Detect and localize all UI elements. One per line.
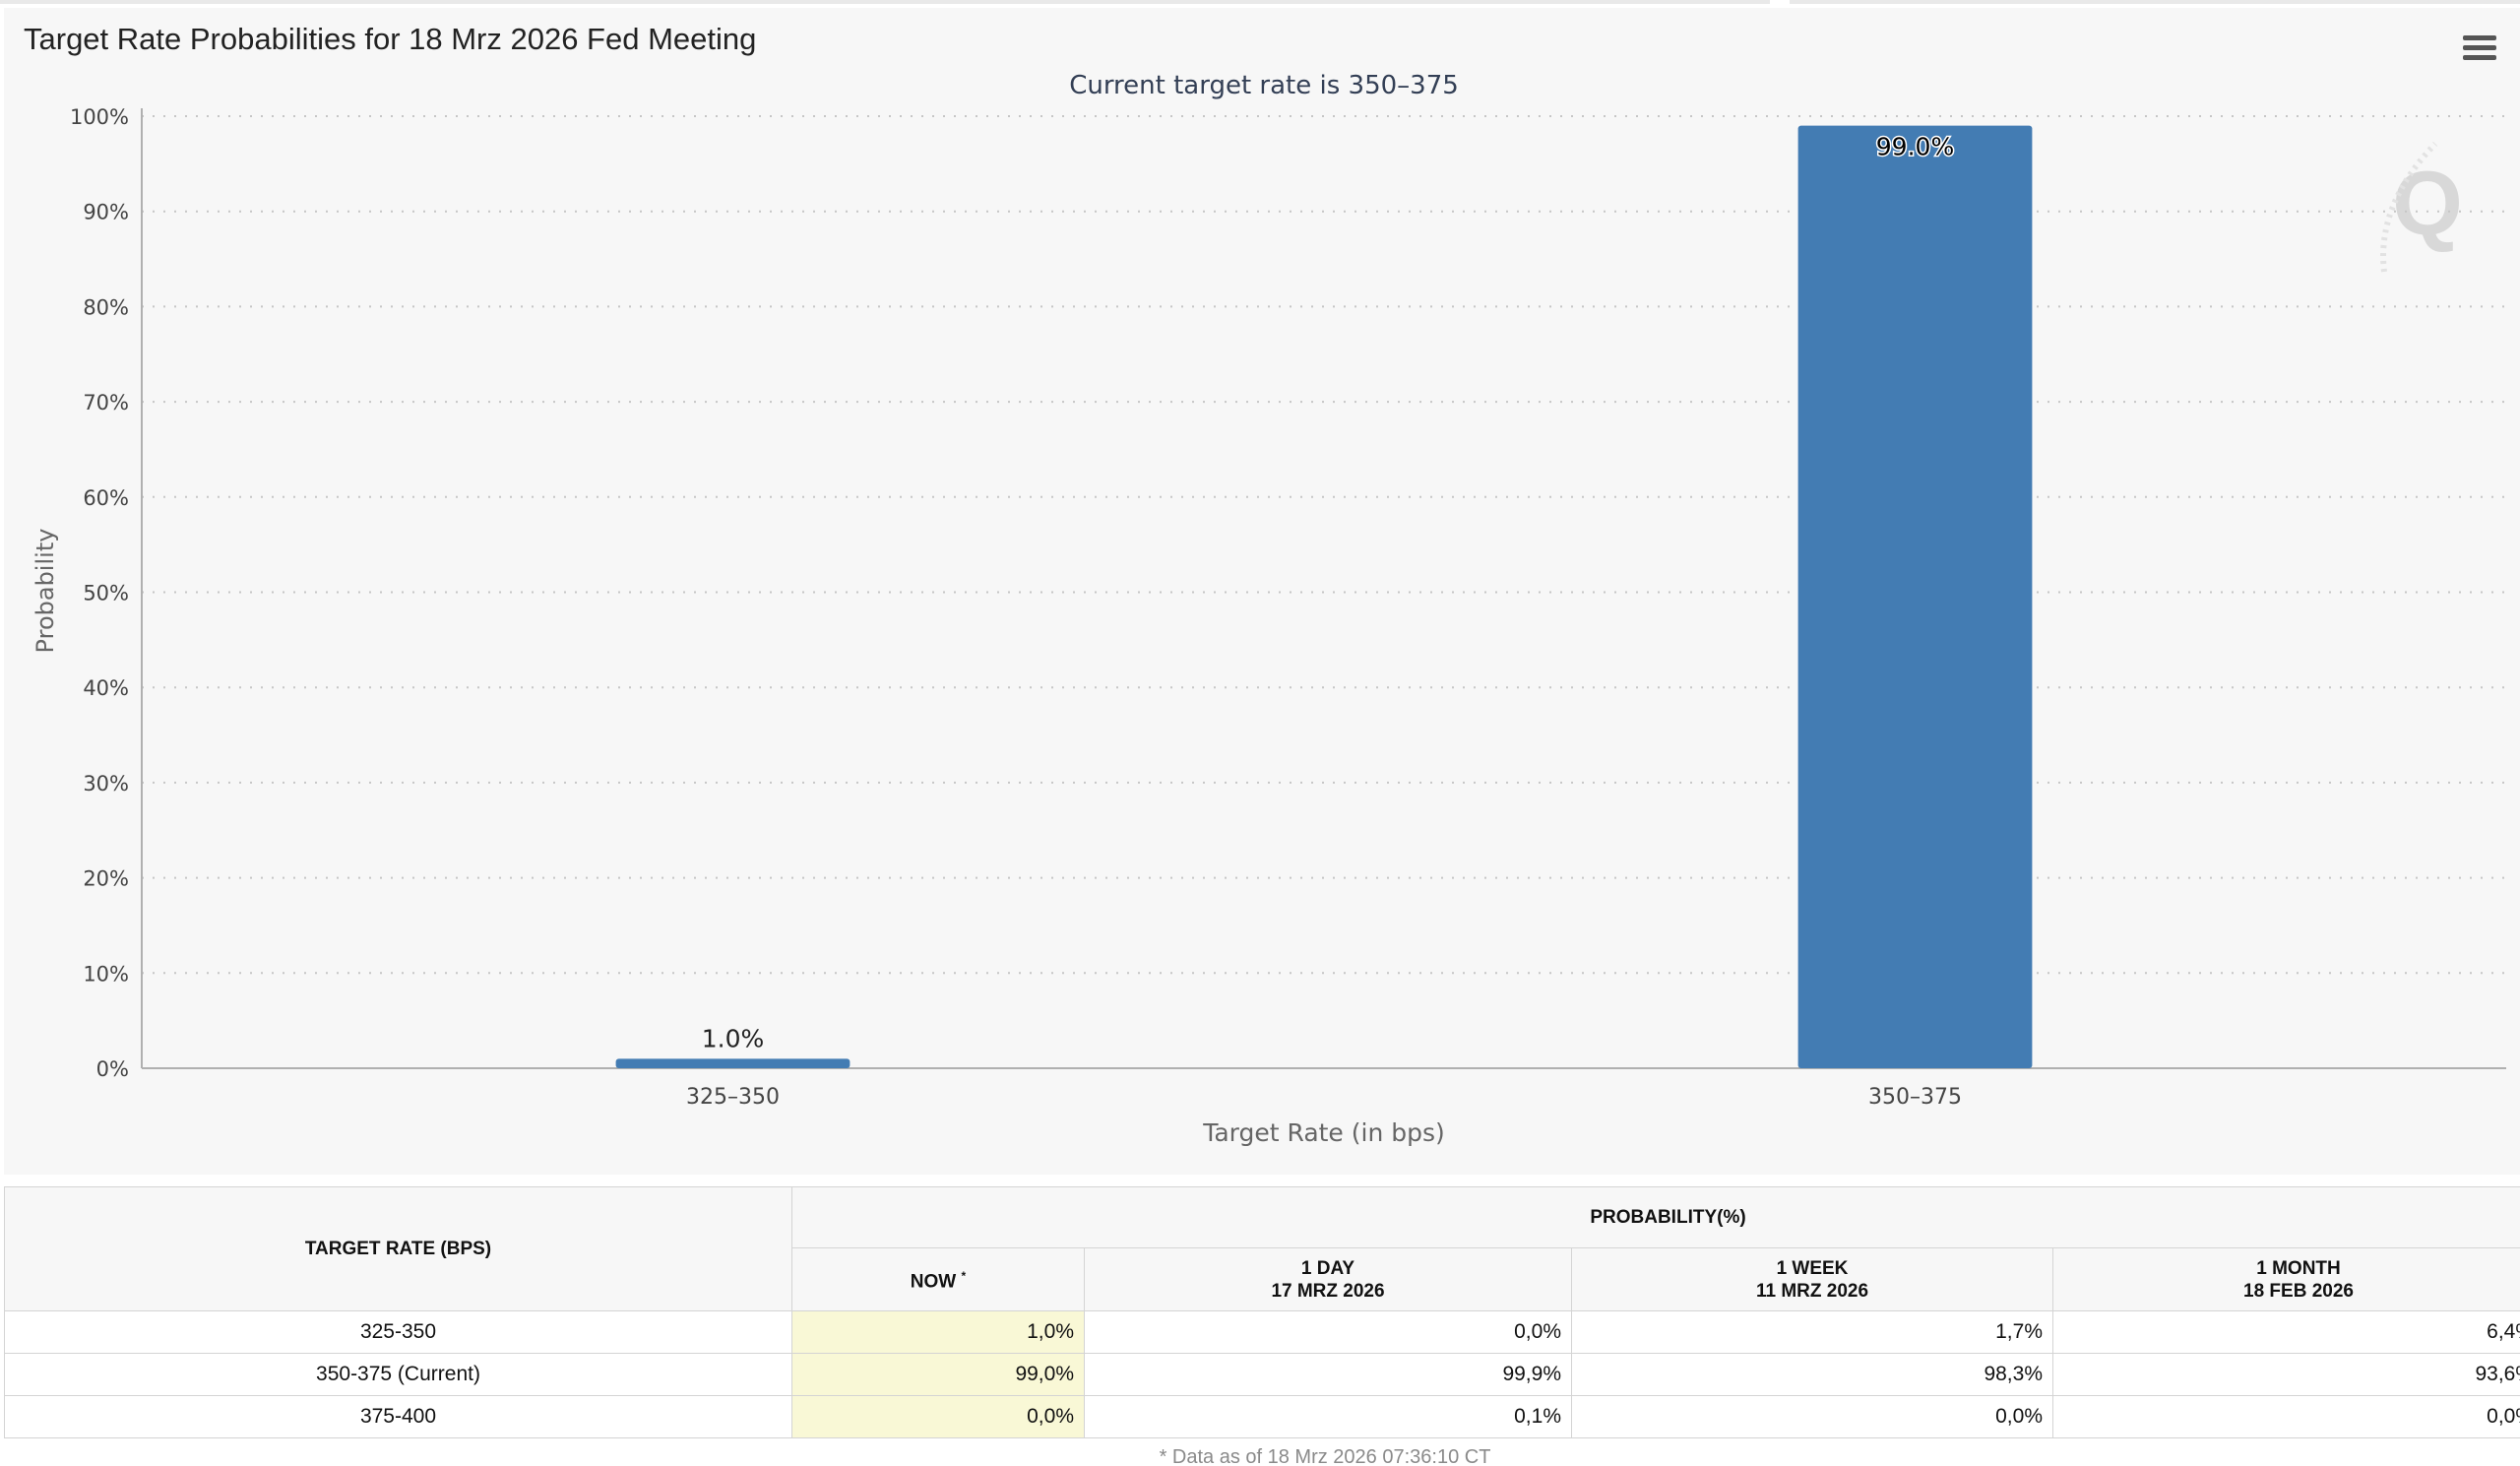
cell-1-month: 6,4% xyxy=(2051,1310,2520,1354)
y-tick-label: 20% xyxy=(83,867,129,891)
y-tick-label: 90% xyxy=(83,201,129,224)
probability-bar-chart: Current target rate is 350–375 Probabili… xyxy=(32,71,2506,1147)
y-axis-label: Probability xyxy=(32,529,59,654)
y-tick-label: 100% xyxy=(70,105,129,129)
header-1-week: 1 WEEK 11 MRZ 2026 xyxy=(1571,1247,2053,1311)
x-tick-label: 350–375 xyxy=(1868,1085,1962,1110)
data-label: 99.0% xyxy=(1876,133,1954,161)
hamburger-menu-icon[interactable] xyxy=(2463,35,2498,65)
cell-1-day: 99,9% xyxy=(1084,1353,1572,1396)
header-now: NOW * xyxy=(791,1247,1085,1311)
y-tick-label: 40% xyxy=(83,676,129,700)
y-tick-label: 80% xyxy=(83,295,129,319)
svg-text:Q: Q xyxy=(2392,154,2463,254)
cell-rate: 350-375 (Current) xyxy=(4,1353,792,1396)
y-tick-label: 10% xyxy=(83,962,129,986)
y-tick-label: 70% xyxy=(83,391,129,414)
data-timestamp-footnote: * Data as of 18 Mrz 2026 07:36:10 CT xyxy=(1159,1446,1491,1466)
cell-1-week: 1,7% xyxy=(1571,1310,2053,1354)
header-1-month: 1 MONTH 18 FEB 2026 xyxy=(2051,1247,2520,1311)
cell-now: 1,0% xyxy=(791,1310,1085,1354)
y-tick-label: 50% xyxy=(83,582,129,606)
cell-rate: 375-400 xyxy=(4,1395,792,1438)
y-tick-label: 0% xyxy=(96,1057,129,1081)
table-row: 350-375 (Current) 99,0% 99,9% 98,3% 93,6… xyxy=(4,1353,2520,1396)
bar[interactable] xyxy=(615,1058,850,1068)
probability-table: TARGET RATE (BPS) PROBABILITY(%) NOW * 1… xyxy=(4,1186,2520,1438)
cell-1-day: 0,0% xyxy=(1084,1310,1572,1354)
probability-table-container: TARGET RATE (BPS) PROBABILITY(%) NOW * 1… xyxy=(4,1186,2520,1466)
chart-subtitle: Current target rate is 350–375 xyxy=(1069,71,1459,100)
cell-1-week: 0,0% xyxy=(1571,1395,2053,1438)
cell-1-month: 0,0% xyxy=(2051,1395,2520,1438)
data-label: 1.0% xyxy=(702,1024,765,1052)
cell-1-week: 98,3% xyxy=(1571,1353,2053,1396)
cell-1-month: 93,6% xyxy=(2051,1353,2520,1396)
y-tick-label: 60% xyxy=(83,486,129,510)
header-1-day: 1 DAY 17 MRZ 2026 xyxy=(1084,1247,1572,1311)
cell-now: 99,0% xyxy=(791,1353,1085,1396)
table-row: 325-350 1,0% 0,0% 1,7% 6,4% xyxy=(4,1310,2520,1354)
cell-rate: 325-350 xyxy=(4,1310,792,1354)
table-row: 375-400 0,0% 0,1% 0,0% 0,0% xyxy=(4,1395,2520,1438)
bar[interactable] xyxy=(1797,125,2033,1069)
header-target-rate: TARGET RATE (BPS) xyxy=(4,1186,792,1311)
chart-title: Target Rate Probabilities for 18 Mrz 202… xyxy=(24,22,757,56)
y-tick-label: 30% xyxy=(83,772,129,796)
chart-panel: Target Rate Probabilities for 18 Mrz 202… xyxy=(4,8,2520,1175)
top-border xyxy=(0,0,2520,4)
q-logo-watermark: Q xyxy=(2380,141,2463,273)
header-probability: PROBABILITY(%) xyxy=(790,1186,2520,1248)
x-axis-label: Target Rate (in bps) xyxy=(1202,1118,1445,1147)
cell-now: 0,0% xyxy=(791,1395,1085,1438)
cell-1-day: 0,1% xyxy=(1084,1395,1572,1438)
x-tick-label: 325–350 xyxy=(686,1085,780,1110)
